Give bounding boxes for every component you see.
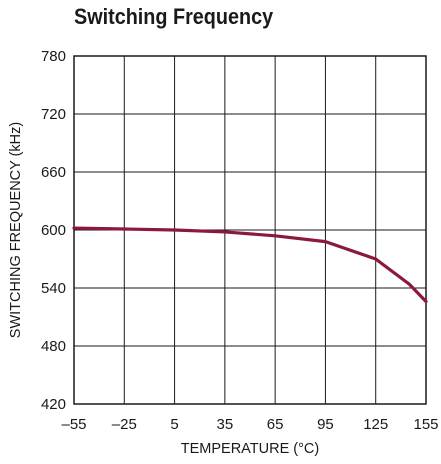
x-tick-label: 5	[170, 416, 178, 433]
series-line	[72, 226, 428, 304]
y-tick-label: 720	[41, 106, 66, 123]
y-tick-labels: 420 480 540 600 660 720 780	[41, 48, 66, 413]
y-tick-label: 480	[41, 338, 66, 355]
x-tick-label: –55	[61, 416, 86, 433]
x-tick-label: 35	[217, 416, 234, 433]
x-tick-labels: –55 –25 5 35 65 95 125 155	[61, 416, 438, 433]
x-axis-label: TEMPERATURE (°C)	[181, 441, 319, 457]
y-tick-label: 540	[41, 280, 66, 297]
chart-title: Switching Frequency	[74, 4, 274, 29]
x-tick-label: 65	[267, 416, 284, 433]
y-tick-label: 660	[41, 164, 66, 181]
x-tick-label: –25	[112, 416, 137, 433]
x-tick-label: 125	[363, 416, 388, 433]
y-tick-label: 780	[41, 48, 66, 65]
x-tick-label: 155	[413, 416, 438, 433]
y-axis-label: SWITCHING FREQUENCY (kHz)	[8, 122, 24, 338]
y-tick-label: 420	[41, 396, 66, 413]
y-tick-label: 600	[41, 222, 66, 239]
plot-frame	[73, 55, 427, 405]
series-group	[72, 226, 428, 304]
x-tick-label: 95	[317, 416, 334, 433]
